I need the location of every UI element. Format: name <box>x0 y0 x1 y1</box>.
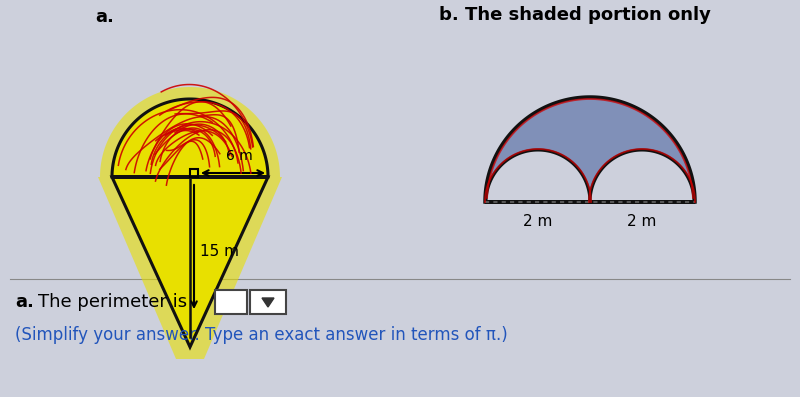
Text: (Simplify your answer. Type an exact answer in terms of π.): (Simplify your answer. Type an exact ans… <box>15 326 508 344</box>
Polygon shape <box>590 150 694 202</box>
Polygon shape <box>262 298 274 307</box>
Text: 6 m: 6 m <box>226 149 252 163</box>
Text: b. The shaded portion only: b. The shaded portion only <box>439 6 711 24</box>
Text: 15 m: 15 m <box>200 245 239 260</box>
Text: 2 m: 2 m <box>627 214 657 229</box>
Text: a.: a. <box>95 8 114 26</box>
Bar <box>215 290 247 314</box>
Text: 2 m: 2 m <box>523 214 553 229</box>
Polygon shape <box>112 177 268 347</box>
Polygon shape <box>485 97 695 202</box>
Polygon shape <box>112 99 268 177</box>
Polygon shape <box>486 150 590 202</box>
Bar <box>190 169 198 177</box>
Text: The perimeter is: The perimeter is <box>38 293 187 311</box>
Bar <box>250 290 286 314</box>
Text: a.: a. <box>15 293 34 311</box>
Polygon shape <box>98 87 282 359</box>
